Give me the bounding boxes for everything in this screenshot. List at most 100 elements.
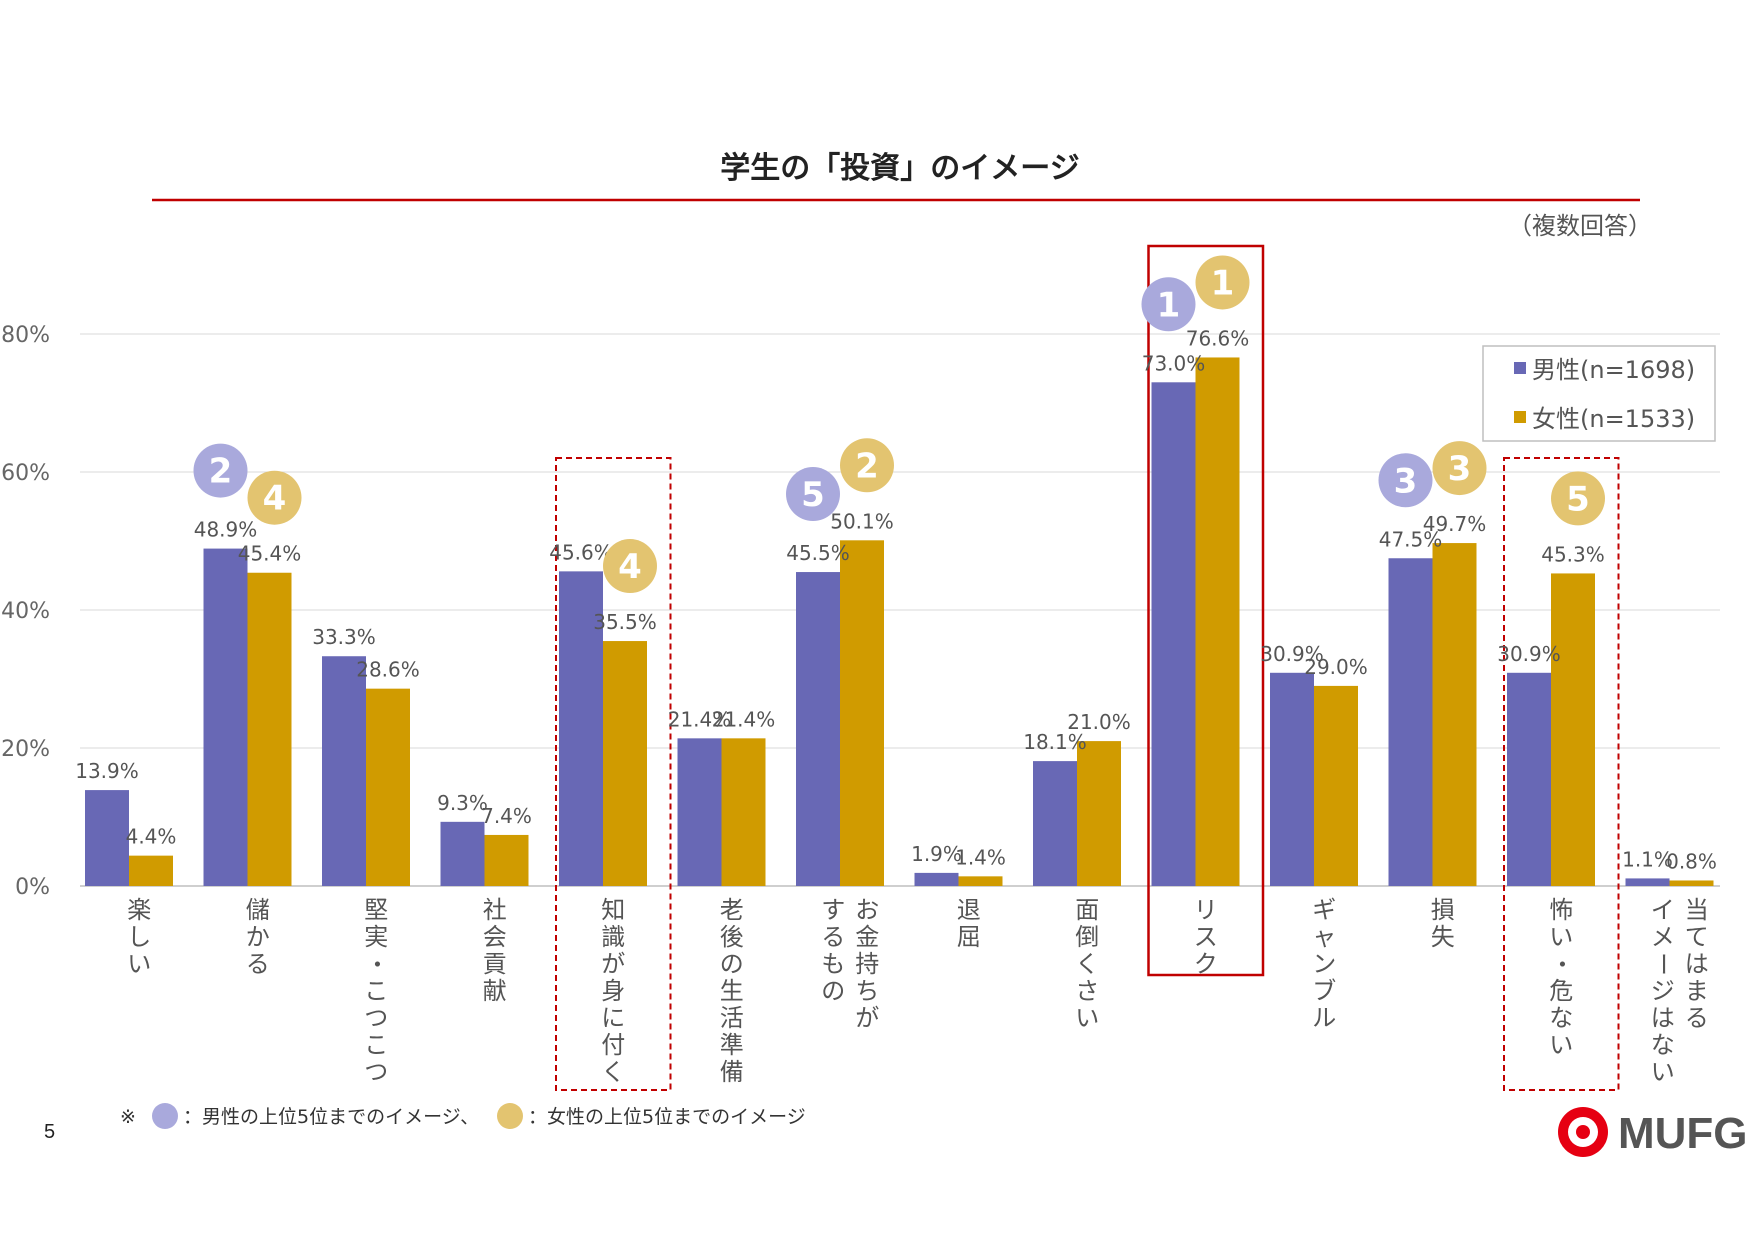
legend-male-swatch: [1514, 362, 1526, 374]
svg-text:メ: メ: [1651, 923, 1675, 951]
data-label: 0.8%: [1666, 849, 1717, 873]
data-label: 13.9%: [75, 759, 139, 783]
svg-text:イ: イ: [1651, 896, 1675, 924]
bar-male: [85, 790, 129, 886]
mufg-logo-text: MUFG: [1618, 1109, 1748, 1158]
data-label: 45.6%: [549, 540, 613, 564]
category-label: 楽しい: [127, 896, 151, 978]
data-label: 45.4%: [238, 542, 302, 566]
svg-text:ス: ス: [1194, 923, 1218, 951]
svg-text:お: お: [855, 896, 879, 924]
footnote-male-text: ：男性の上位5位までのイメージ、: [183, 1106, 479, 1128]
bar-female: [1551, 573, 1595, 886]
rank-number: 2: [209, 452, 233, 492]
category-label: 怖い・危ない: [1547, 896, 1575, 1059]
svg-text:ギ: ギ: [1312, 896, 1336, 924]
rank-number: 4: [618, 547, 642, 587]
category-label: リスク: [1194, 896, 1218, 978]
chart-title: 学生の「投資」のイメージ: [720, 151, 1079, 186]
svg-text:い: い: [127, 950, 151, 978]
bar-male: [796, 572, 840, 886]
svg-text:の: の: [821, 977, 845, 1005]
svg-text:も: も: [821, 950, 845, 978]
svg-text:当: 当: [1685, 896, 1709, 924]
svg-text:す: す: [821, 896, 845, 924]
svg-text:る: る: [821, 923, 845, 951]
svg-text:社: 社: [483, 896, 507, 924]
rank-number: 3: [1448, 449, 1472, 489]
svg-text:儲: 儲: [246, 896, 270, 924]
bar-female: [247, 572, 292, 886]
svg-text:つ: つ: [364, 1058, 388, 1086]
rank-number: 1: [1157, 285, 1181, 325]
svg-text:貢: 貢: [483, 950, 507, 978]
data-label: 50.1%: [830, 509, 894, 533]
svg-text:く: く: [601, 1058, 625, 1086]
bar-male: [1388, 558, 1433, 886]
svg-text:ー: ー: [1649, 952, 1677, 976]
svg-text:い: い: [1549, 923, 1573, 951]
svg-text:退: 退: [957, 896, 981, 924]
svg-text:ま: ま: [1685, 977, 1709, 1005]
y-tick-label: 40%: [1, 599, 50, 624]
bar-male: [1033, 761, 1077, 886]
highlight-box: [555, 457, 672, 1091]
highlight-box: [1503, 457, 1620, 1091]
svg-text:識: 識: [601, 923, 625, 951]
svg-text:損: 損: [1431, 896, 1455, 924]
svg-text:・: ・: [362, 952, 390, 976]
svg-text:る: る: [1685, 1004, 1709, 1032]
svg-text:生: 生: [720, 977, 744, 1005]
data-label: 45.5%: [786, 541, 850, 565]
svg-text:こ: こ: [364, 977, 388, 1005]
svg-text:金: 金: [855, 923, 879, 951]
svg-text:い: い: [1549, 1031, 1573, 1059]
data-label: 35.5%: [593, 610, 657, 634]
data-label: 1.9%: [911, 842, 962, 866]
footnote-female-text: ：女性の上位5位までのイメージ: [528, 1106, 806, 1128]
svg-text:る: る: [246, 950, 270, 978]
svg-text:ル: ル: [1312, 1004, 1336, 1032]
svg-text:か: か: [246, 923, 270, 951]
svg-text:が: が: [601, 950, 625, 978]
female-rank-badge: [1195, 255, 1250, 310]
svg-text:屈: 屈: [957, 923, 981, 951]
category-label: 儲かる: [246, 896, 270, 978]
svg-text:は: は: [1685, 950, 1709, 978]
svg-text:て: て: [1685, 923, 1709, 951]
bar-female: [1669, 880, 1714, 886]
svg-text:会: 会: [483, 923, 507, 951]
multiple-answer-note: （複数回答）: [1508, 212, 1652, 240]
female-rank-badge: [1551, 471, 1605, 526]
svg-text:つ: つ: [364, 1004, 388, 1032]
female-rank-badge: [840, 438, 894, 493]
bars: [85, 357, 1714, 887]
svg-text:ブ: ブ: [1312, 977, 1336, 1005]
bar-male: [440, 821, 485, 886]
legend-female-swatch: [1514, 411, 1526, 423]
svg-text:ャ: ャ: [1312, 923, 1336, 951]
svg-text:身: 身: [601, 977, 625, 1005]
svg-text:い: い: [1075, 1004, 1099, 1032]
footnote-male-dot: [152, 1103, 178, 1129]
bar-male: [322, 656, 366, 886]
svg-text:は: は: [1651, 1004, 1675, 1032]
svg-text:ち: ち: [855, 977, 879, 1005]
bar-female: [958, 876, 1003, 886]
svg-text:な: な: [1549, 1004, 1573, 1032]
data-label: 7.4%: [481, 804, 532, 828]
data-label: 28.6%: [356, 658, 420, 682]
bar-female: [1077, 741, 1121, 886]
female-rank-badge: [1432, 441, 1487, 496]
data-label: 1.1%: [1622, 847, 1673, 871]
rank-number: 3: [1394, 461, 1418, 501]
bar-female: [840, 540, 884, 886]
svg-text:実: 実: [364, 923, 388, 951]
svg-text:献: 献: [483, 977, 507, 1005]
legend-female-label: 女性(n=1533): [1532, 405, 1695, 433]
